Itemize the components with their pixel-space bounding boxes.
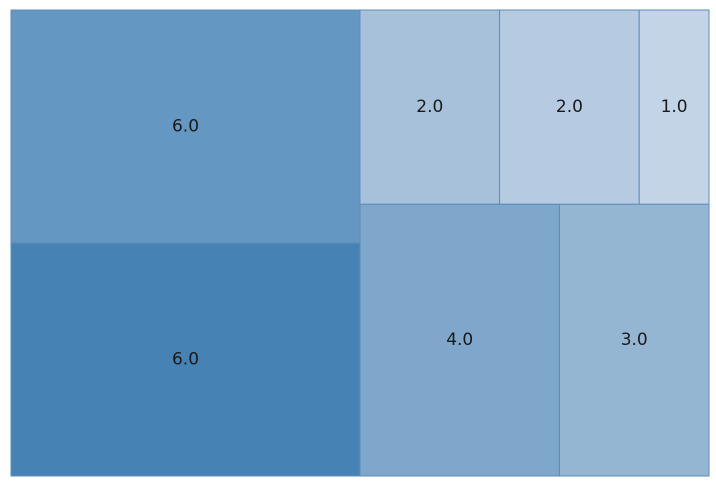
treemap-tile-label: 2.0 (416, 97, 443, 117)
treemap-tile-label: 2.0 (556, 97, 583, 117)
treemap-tile (558, 203, 710, 477)
treemap-tile-label: 6.0 (172, 117, 199, 137)
treemap-tile (10, 242, 361, 477)
treemap-tile-label: 6.0 (172, 350, 199, 370)
treemap-tile (359, 9, 501, 205)
treemap-labels: 6.0 6.0 4.0 3.0 2.0 2.0 1.0 (172, 97, 688, 369)
treemap-tiles (10, 9, 710, 477)
treemap-tile (499, 9, 640, 205)
treemap-tile (638, 9, 710, 205)
treemap-tile-label: 4.0 (446, 330, 473, 350)
treemap-tile-label: 3.0 (621, 330, 648, 350)
treemap-tile-label: 1.0 (661, 97, 688, 117)
treemap-tile (10, 9, 361, 244)
